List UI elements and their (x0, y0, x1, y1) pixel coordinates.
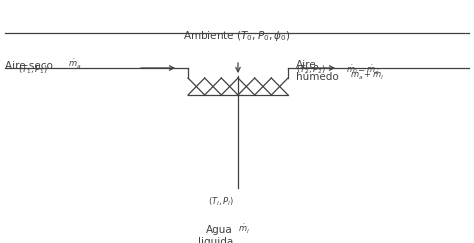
Text: $\dot{m}_a$: $\dot{m}_a$ (68, 58, 82, 71)
Text: $\dot{m}_l = \dot{m}_e$: $\dot{m}_l = \dot{m}_e$ (346, 64, 380, 78)
Text: Agua
liquida: Agua liquida (198, 225, 233, 243)
Text: Aire seco: Aire seco (5, 61, 53, 71)
Text: Aire
húmedo: Aire húmedo (296, 60, 339, 82)
Text: $(T_l, P_l)$: $(T_l, P_l)$ (208, 195, 234, 208)
Text: Ambiente $(T_0, P_0, \phi_0)$: Ambiente $(T_0, P_0, \phi_0)$ (183, 29, 291, 43)
Text: $(T_1, P_1)$: $(T_1, P_1)$ (18, 64, 48, 77)
Text: $(T_2, P_2)$: $(T_2, P_2)$ (296, 64, 326, 77)
Text: $\dot{m}_l$: $\dot{m}_l$ (238, 223, 250, 236)
Text: $\dot{m}_a+\dot{m}_l$: $\dot{m}_a+\dot{m}_l$ (350, 69, 384, 82)
